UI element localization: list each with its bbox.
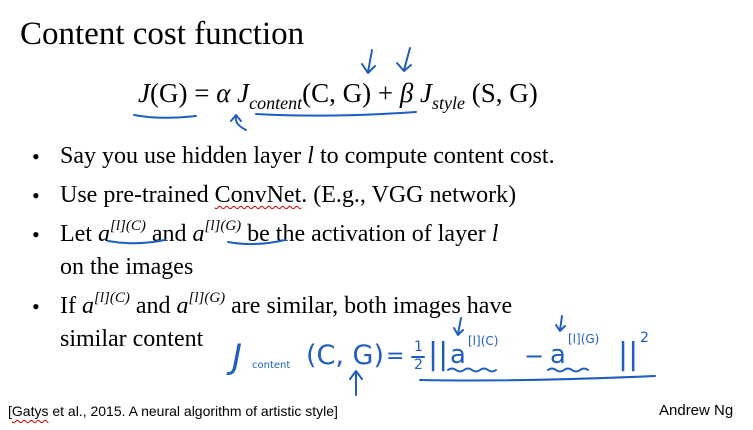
author-credit: Andrew Ng — [659, 402, 734, 419]
formula-alpha: α — [216, 78, 231, 108]
formula-j-content: J — [237, 78, 250, 108]
bullet-list: • Say you use hidden layer l to compute … — [30, 140, 555, 362]
bullet-activation: • Let a[l](C) and a[l](G) be the activat… — [30, 218, 555, 284]
citation-rest: et al., 2015. A neural algorithm of arti… — [48, 403, 338, 419]
bullet-text: Let — [60, 221, 98, 247]
hw-args: (C, G) — [306, 340, 385, 371]
hw-sup2: [l](G) — [568, 332, 600, 346]
arrow-down-formula-2 — [555, 315, 566, 332]
bullet-similar: • If a[l](C) and a[l](G) are similar, bo… — [30, 290, 555, 356]
hw-sup1: [l](C) — [468, 334, 499, 348]
bullet-text: . (E.g., VGG network) — [301, 182, 517, 208]
activation-a: a — [176, 293, 189, 319]
formula-content-sub: content — [249, 93, 303, 113]
hw-minus: − — [524, 342, 545, 370]
bullet-dot: • — [32, 144, 40, 169]
bullet-text: and — [145, 221, 193, 247]
formula-style-sub: style — [432, 93, 466, 113]
formula-j-style: J — [420, 78, 433, 108]
hw-norm-open: || — [428, 337, 449, 372]
formula-plus: + — [371, 78, 400, 108]
bullet-dot: • — [32, 294, 40, 319]
convnet-word: ConvNet — [214, 182, 302, 208]
hw-norm-close: || — [618, 337, 639, 372]
hw-half-num: 1 — [414, 339, 423, 355]
hw-content-sub: content — [252, 360, 291, 371]
underline-expression — [419, 375, 656, 382]
bullet-dot: • — [32, 222, 40, 247]
citation-bracket: [ — [8, 403, 12, 419]
formula-content-args: (C, G) — [302, 78, 372, 108]
activation-sup-c: [l](C) — [109, 218, 146, 234]
activation-sup-c: [l](C) — [93, 290, 130, 306]
layer-variable: l — [307, 143, 314, 169]
bullet-text: and — [129, 293, 177, 319]
bullet-text: to compute content cost. — [313, 143, 555, 169]
bullet-pretrained: • Use pre-trained ConvNet. (E.g., VGG ne… — [30, 179, 555, 212]
formula-g-arg: (G) — [149, 78, 188, 108]
hw-half-den: 2 — [414, 357, 423, 373]
citation: [Gatys et al., 2015. A neural algorithm … — [8, 402, 338, 420]
bullet-text: Say you use hidden layer — [60, 143, 308, 169]
bullet-continuation: on the images — [60, 254, 194, 280]
formula-beta: β — [399, 78, 414, 108]
slide-title: Content cost function — [20, 16, 305, 52]
bullet-text: be the activation of layer — [241, 221, 492, 247]
bullet-continuation: similar content — [60, 326, 204, 352]
arrow-up-args — [349, 370, 363, 396]
bullet-dot: • — [32, 183, 40, 208]
activation-a: a — [81, 293, 94, 319]
activation-sup-g: [l](G) — [204, 218, 242, 234]
hw-j-content: J — [232, 337, 243, 377]
cost-formula: J(G) = α Jcontent(C, G) + β Jstyle (S, G… — [138, 76, 538, 113]
formula-j: J — [138, 78, 150, 108]
formula-equals: = — [187, 78, 217, 108]
hw-equals: = — [386, 344, 405, 369]
underline-jg — [133, 114, 197, 119]
layer-variable: l — [491, 221, 499, 247]
activation-sup-g: [l](G) — [188, 290, 226, 306]
bullet-text: If — [60, 293, 82, 319]
hw-a1: a — [450, 340, 466, 370]
bullet-text: are similar, both images have — [225, 293, 513, 319]
bullet-text: Use pre-trained — [60, 182, 215, 208]
hw-a2: a — [550, 340, 566, 370]
citation-author-name: Gatys — [11, 403, 49, 419]
arrow-up-alpha — [230, 114, 247, 131]
arrow-down-g — [396, 47, 412, 72]
activation-a: a — [97, 221, 110, 247]
formula-style-args: (S, G) — [465, 78, 538, 108]
hw-square: 2 — [640, 330, 649, 346]
bullet-hidden-layer: • Say you use hidden layer l to compute … — [30, 140, 555, 173]
arrow-down-c — [361, 49, 376, 74]
activation-a: a — [192, 221, 205, 247]
